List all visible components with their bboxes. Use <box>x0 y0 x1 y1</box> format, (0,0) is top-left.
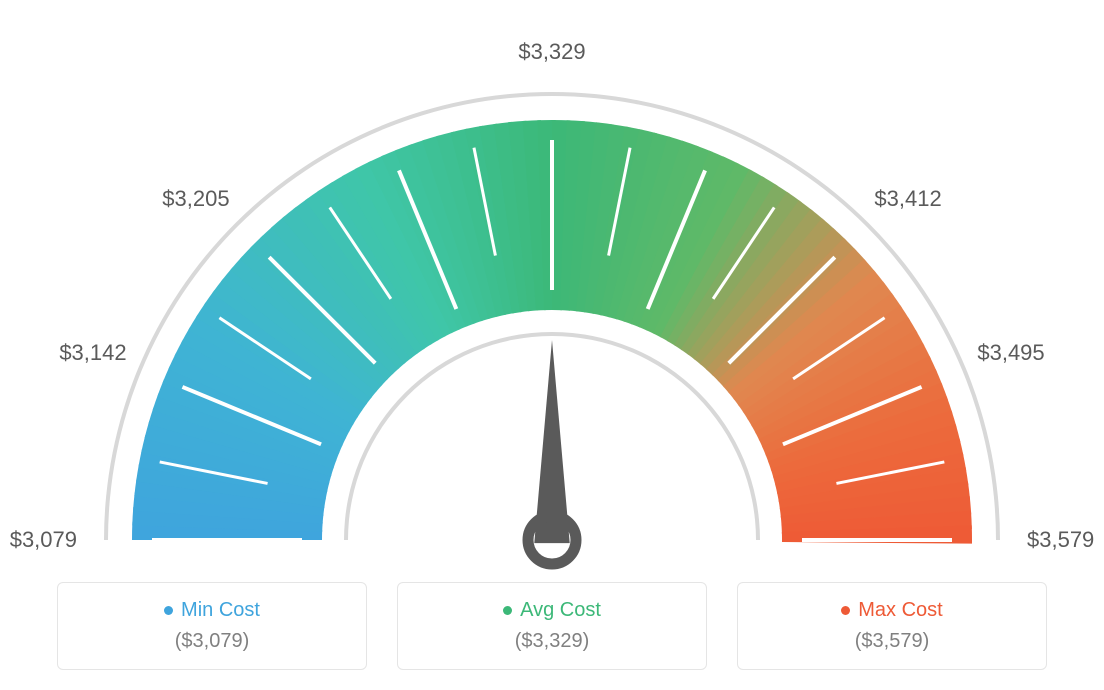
gauge-tick-label: $3,412 <box>874 186 941 212</box>
legend-title-max: Max Cost <box>758 599 1026 622</box>
legend-dot-max <box>841 606 850 615</box>
gauge-tick-label: $3,079 <box>10 527 77 553</box>
gauge-tick-label: $3,495 <box>977 340 1044 366</box>
legend-row: Min Cost ($3,079) Avg Cost ($3,329) Max … <box>0 582 1104 670</box>
legend-dot-min <box>164 606 173 615</box>
legend-card-avg: Avg Cost ($3,329) <box>397 582 707 670</box>
gauge-tick-label: $3,329 <box>518 39 585 65</box>
legend-title-min-text: Min Cost <box>181 599 260 622</box>
legend-card-max: Max Cost ($3,579) <box>737 582 1047 670</box>
legend-value-max: ($3,579) <box>758 630 1026 653</box>
legend-title-min: Min Cost <box>78 599 346 622</box>
legend-card-min: Min Cost ($3,079) <box>57 582 367 670</box>
gauge-chart: $3,079 $3,142 $3,205 $3,329 $3,412 $3,495 $3,5… <box>0 0 1104 560</box>
gauge-tick-label: $3,579 <box>1027 527 1094 553</box>
legend-dot-avg <box>503 606 512 615</box>
legend-value-avg: ($3,329) <box>418 630 686 653</box>
legend-title-avg: Avg Cost <box>418 599 686 622</box>
gauge-svg <box>0 30 1104 590</box>
legend-value-min: ($3,079) <box>78 630 346 653</box>
gauge-tick-label: $3,142 <box>59 340 126 366</box>
gauge-tick-label: $3,205 <box>162 186 229 212</box>
legend-title-avg-text: Avg Cost <box>520 599 601 622</box>
legend-title-max-text: Max Cost <box>858 599 942 622</box>
